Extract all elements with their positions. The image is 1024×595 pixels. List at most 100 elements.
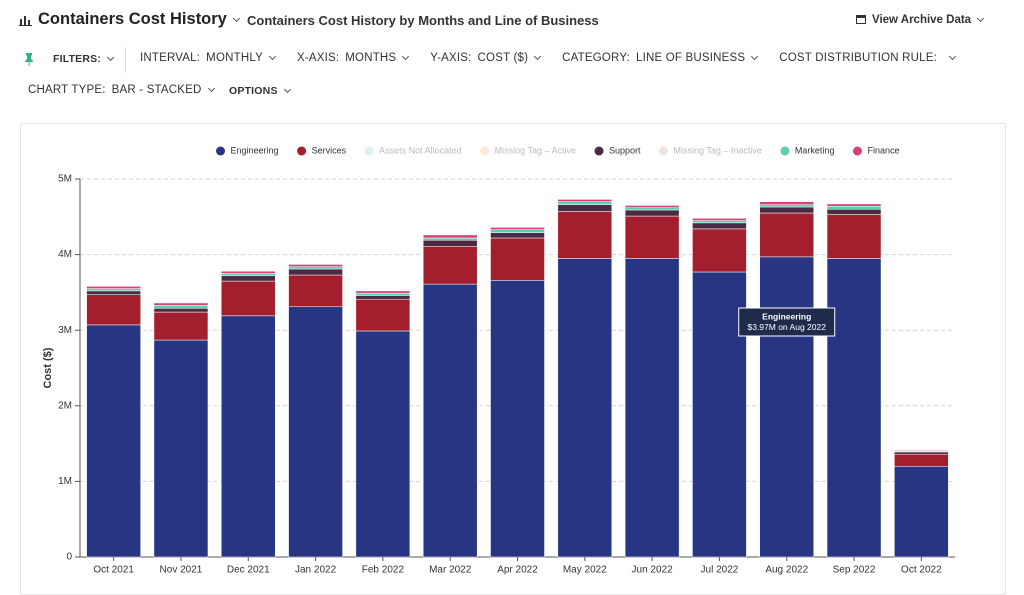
bar-segment (86, 294, 141, 326)
dropdown[interactable]: CATEGORY: LINE OF BUSINESS (562, 52, 759, 64)
legend-swatch (594, 146, 604, 156)
dropdown[interactable]: Y-AXIS: COST ($) (430, 52, 542, 64)
y-tick-label: 0 (66, 552, 72, 563)
bar-segment (153, 302, 209, 306)
dropdown[interactable]: INTERVAL: MONTHLY (140, 52, 276, 64)
bar-segment (221, 273, 276, 277)
bar-segment (221, 315, 276, 558)
bar-segment (153, 305, 209, 309)
bar-segment (692, 220, 747, 224)
tooltip-text: $3.97M on Aug 2022 (747, 322, 826, 332)
bar-segment (86, 288, 141, 292)
y-tick-label: 1M (58, 476, 72, 487)
legend-label: Assets Not Allocated (379, 145, 462, 155)
toolbar: INTERVAL: MONTHLY X-AXIS: MONTHS Y-AXIS: COST… (140, 52, 957, 64)
bar-segment (221, 270, 276, 274)
legend-item[interactable]: Marketing (780, 145, 834, 156)
y-tick-label: 4M (58, 249, 72, 260)
options-button[interactable]: OPTIONS (229, 85, 291, 97)
bar-segment (288, 264, 343, 267)
bar-segment (894, 450, 949, 452)
x-tick-label: Feb 2022 (362, 565, 405, 576)
filters-button[interactable]: FILTERS: (53, 53, 115, 65)
dropdown[interactable]: COST DISTRIBUTION RULE: (779, 52, 957, 64)
tooltip-title: Engineering (762, 311, 811, 321)
legend-item[interactable]: Support (594, 145, 642, 156)
dropdown-value: MONTHS (345, 52, 397, 64)
chart-type-dropdown[interactable]: CHART TYPE: BAR - STACKED (28, 84, 215, 96)
bar-segment (490, 232, 545, 239)
dropdown-label: CHART TYPE: (28, 84, 106, 96)
bar-segment (221, 275, 276, 282)
legend-swatch (780, 146, 790, 156)
bar-segment (153, 339, 209, 558)
bar-segment (624, 209, 680, 217)
bar-segment (86, 324, 141, 558)
legend-label: Engineering (231, 145, 279, 155)
bar-segment (422, 234, 478, 239)
legend-item[interactable]: Services (297, 145, 347, 156)
dropdown-value: BAR - STACKED (111, 84, 202, 96)
dropdown-value: MONTHLY (206, 52, 263, 64)
calendar-icon (856, 15, 866, 24)
legend-swatch (364, 146, 374, 156)
bar-segment (624, 215, 680, 259)
bar-segment (557, 201, 613, 205)
bar-segment (557, 204, 613, 212)
legend-label: Services (312, 145, 347, 155)
bar-segment (288, 266, 343, 270)
x-tick-label: Mar 2022 (429, 565, 472, 576)
bar-segment (153, 308, 209, 313)
options-text: OPTIONS (229, 85, 278, 97)
dropdown[interactable]: X-AXIS: MONTHS (296, 52, 410, 64)
y-tick-label: 5M (58, 174, 72, 185)
archive-link[interactable]: View Archive Data (856, 14, 985, 26)
bar-segment (490, 237, 545, 281)
legend-item[interactable]: Engineering (216, 145, 279, 156)
bar-segment (826, 203, 882, 207)
bar-segment (422, 239, 478, 247)
bar-segment (422, 246, 478, 285)
legend: Engineering Services Assets Not Allocated M… (216, 145, 900, 156)
y-axis-label: Cost ($) (42, 347, 54, 388)
x-tick-label: Jan 2022 (295, 565, 337, 576)
page-title[interactable]: Containers Cost History (38, 10, 240, 29)
bar-segment (692, 222, 747, 230)
bar-segment (624, 207, 680, 211)
legend-item[interactable]: Assets Not Allocated (364, 145, 462, 156)
page: {"header":{"title":"Containers Cost Hist… (19, 10, 1006, 595)
dropdown-label: X-AXIS: (296, 52, 340, 64)
legend-label: Missing Tag – Inactive (674, 145, 762, 155)
bar-segment (826, 205, 882, 210)
x-tick-label: Dec 2021 (227, 565, 270, 576)
x-tick-label: Oct 2021 (93, 565, 134, 576)
bar-segment (894, 453, 949, 467)
bar-segment (355, 292, 411, 296)
bar-segment (355, 290, 411, 294)
dropdown-label: CATEGORY: (562, 52, 630, 64)
y-tick-label: 2M (58, 400, 72, 411)
bar-segment (288, 274, 343, 308)
bar-segment (86, 286, 141, 289)
bar-segment (624, 258, 680, 558)
bar-segment (894, 466, 949, 558)
legend-swatch (216, 146, 226, 156)
tooltip-box (738, 307, 836, 337)
bar-segment (826, 258, 882, 558)
bar-segment (490, 227, 545, 230)
bar-segment (355, 330, 411, 558)
x-tick-label: Sep 2022 (833, 565, 876, 576)
legend-swatch (659, 146, 669, 156)
legend-item[interactable]: Finance (852, 145, 900, 156)
x-tick-label: Jun 2022 (632, 565, 674, 576)
separator (125, 47, 126, 73)
bar-segment (692, 228, 747, 273)
x-tick-label: May 2022 (563, 565, 607, 576)
legend-swatch (852, 146, 862, 156)
bar-segment (759, 212, 814, 258)
legend-item[interactable]: Missing Tag – Inactive (659, 145, 762, 156)
legend-item[interactable]: Missing Tag – Active (480, 145, 576, 156)
bar-segment (221, 280, 276, 317)
legend-swatch (297, 146, 307, 156)
bar-segment (355, 295, 411, 300)
